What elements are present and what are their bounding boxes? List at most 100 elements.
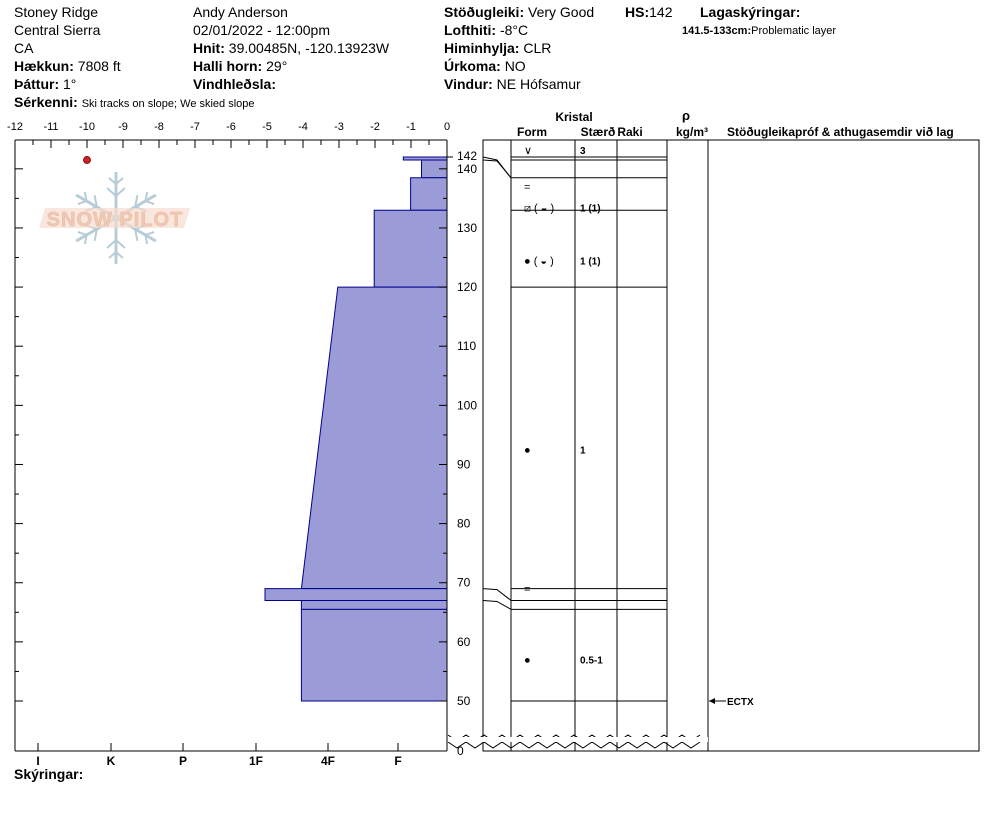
precip-value: NO — [504, 58, 526, 74]
wind-row: Vindur: NE Hófsamur — [444, 75, 581, 93]
depth-tick-label: 130 — [457, 221, 477, 235]
layer-table-border — [482, 139, 980, 752]
grain-size-value: 1 (1) — [580, 256, 601, 267]
temperature-tick-label: -3 — [334, 121, 344, 133]
hardness-layer-4 — [300, 286, 448, 590]
density-header: kg/m³ — [676, 125, 708, 139]
test-result-arrowhead — [709, 698, 715, 704]
temperature-reading-point — [83, 156, 91, 164]
precip-row: Úrkoma: NO — [444, 57, 526, 75]
depth-tick-label: 70 — [457, 576, 471, 590]
air-temp-row: Lofthiti: -8°C — [444, 21, 528, 39]
grain-form-symbol: ● ( ◒ ) — [524, 255, 554, 267]
grain-form-symbol: = — [524, 584, 530, 596]
stability-row: Stöðugleiki: Very Good — [444, 3, 594, 21]
temperature-tick-label: -5 — [262, 121, 272, 133]
coords-value: 39.00485N, -120.13923W — [228, 40, 390, 56]
depth-tick-label: 60 — [457, 635, 471, 649]
depth-tick-label: 90 — [457, 457, 471, 471]
aspect-row: Þáttur: 1° — [14, 75, 76, 93]
test-result-label: ECTX — [727, 697, 754, 708]
stability-label: Stöðugleiki: — [444, 4, 525, 20]
sky-row: Himinhylja: CLR — [444, 39, 551, 57]
layer-notes-title: Lagaskýringar: — [700, 4, 801, 20]
hs-row: HS:142 — [625, 3, 672, 21]
axis-break-gap — [448, 737, 708, 742]
elevation-row: Hækkun: 7808 ft — [14, 57, 121, 75]
hardness-layer-3 — [373, 209, 448, 288]
size-header: Stærð — [581, 125, 616, 139]
coords-row: Hnit: 39.00485N, -120.13923W — [193, 39, 389, 57]
hs-label: HS: — [625, 4, 650, 20]
layer-note-text: Problematic layer — [751, 25, 837, 37]
hardness-tick-label: 4F — [321, 754, 335, 768]
sky-label: Himinhylja: — [444, 40, 520, 56]
slope-label: Halli horn: — [193, 58, 263, 74]
layer-connector — [482, 599, 512, 610]
aspect-label: Þáttur: — [14, 76, 60, 92]
grain-form-symbol: ⧄ ( ◒ ) — [524, 202, 554, 214]
axis-break-zigzag — [447, 741, 701, 749]
grain-size-value: 0.5-1 — [580, 656, 603, 667]
moisture-header: Raki — [617, 125, 642, 139]
layer-note-range: 141.5-133cm: — [682, 25, 752, 37]
temperature-tick-label: -6 — [226, 121, 236, 133]
snowflake-branch — [106, 238, 126, 259]
grain-size-value: 1 — [580, 446, 586, 457]
stability-value: Very Good — [528, 4, 595, 20]
temperature-tick-label: -7 — [190, 121, 200, 133]
temperature-tick-label: -12 — [7, 121, 23, 133]
form-header: Form — [517, 125, 547, 139]
hardness-tick-label: K — [107, 754, 116, 768]
hardness-tick-label: P — [179, 754, 187, 768]
elevation-value: 7808 ft — [77, 58, 121, 74]
temperature-tick-label: 0 — [444, 121, 450, 133]
observation-datetime: 02/01/2022 - 12:00pm — [193, 22, 330, 38]
temperature-tick-label: -11 — [43, 121, 58, 133]
hardness-tick-label: 1F — [249, 754, 263, 768]
aspect-value: 1° — [63, 76, 77, 92]
observer-name: Andy Anderson — [193, 4, 288, 20]
rho-header: ρ — [682, 108, 690, 123]
depth-tick-label: 120 — [457, 280, 477, 294]
depth-tick-label: 80 — [457, 517, 471, 531]
hardness-tick-label: I — [36, 754, 39, 768]
hs-value: 142 — [649, 4, 673, 20]
layer-note: 141.5-133cm:Problematic layer — [682, 22, 836, 40]
temperature-tick-label: -4 — [298, 121, 308, 133]
grain-form-symbol: = — [524, 182, 530, 194]
grain-size-value: 3 — [580, 146, 586, 157]
grain-form-symbol: ● — [524, 445, 531, 457]
layer-connector — [482, 159, 512, 179]
depth-tick-label: 110 — [457, 339, 476, 353]
temperature-tick-label: -1 — [406, 121, 416, 133]
air-temp-value: -8°C — [499, 22, 529, 38]
depth-top-label: 142 — [457, 149, 477, 163]
hardness-layer-7 — [300, 608, 448, 702]
crystal-header: Kristal — [555, 110, 592, 124]
mountain-range: Central Sierra — [14, 22, 101, 38]
grain-size-value: 1 (1) — [580, 203, 601, 214]
features-label: Sérkenni: — [14, 94, 78, 110]
stability-tests-header: Stöðugleikapróf & athugasemdir við lag — [727, 125, 954, 139]
depth-tick-label: 140 — [457, 162, 477, 176]
depth-tick-label: 50 — [457, 694, 471, 708]
sky-value: CLR — [523, 40, 552, 56]
features-row: Sérkenni: Ski tracks on slope; We skied … — [14, 93, 255, 113]
footer-notes: Skýringar: — [14, 766, 84, 782]
hardness-layer-6 — [300, 599, 448, 610]
logo-text: SNOW PILOT — [47, 209, 184, 231]
wind-loading-label: Vindhleðsla: — [193, 76, 276, 92]
hardness-layer-2 — [410, 177, 448, 211]
temperature-tick-label: -8 — [154, 121, 164, 133]
temperature-tick-label: -9 — [118, 121, 128, 133]
snowpilot-logo: SNOW PILOT — [39, 172, 190, 264]
slope-row: Halli horn: 29° — [193, 57, 287, 75]
hardness-tick-label: F — [394, 754, 401, 768]
precip-label: Úrkoma: — [444, 58, 501, 74]
logo-banner — [39, 208, 190, 228]
features-value: Ski tracks on slope; We skied slope — [81, 98, 255, 110]
wind-label: Vindur: — [444, 76, 493, 92]
slope-value: 29° — [266, 58, 288, 74]
